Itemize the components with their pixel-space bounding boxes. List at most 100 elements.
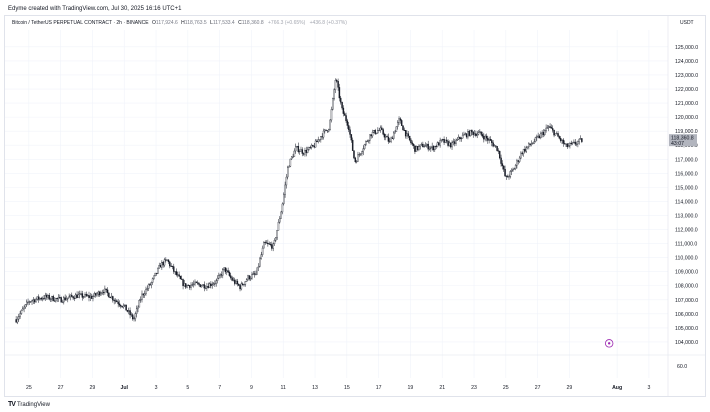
candle-body [374,130,376,134]
candle-body [181,278,183,280]
candle-body [289,158,292,167]
candle-body [549,126,551,128]
currency-label[interactable]: USDT [680,20,694,26]
candle-body [285,176,288,186]
time-tick-label: 27 [535,385,541,391]
candle-body [149,284,151,286]
candle-body [161,262,163,268]
candle-body [426,143,428,146]
candle-body [177,274,179,276]
candle-body [82,296,85,298]
candle-body [382,129,384,135]
candle-body [96,293,98,296]
candle-body [566,143,569,148]
price-tick-label: 125,000.0 [675,45,698,51]
candle-body [198,283,200,285]
candle-body [378,129,380,131]
candle-body [373,130,375,133]
candle-body [495,145,497,147]
candle-body [448,142,451,146]
candle-body [526,146,529,148]
candle-body [275,237,277,241]
candle-body [88,295,90,298]
candle-body [191,284,194,286]
chart-legend: Bitcoin / TetherUS PERPETUAL CONTRACT · … [12,20,347,26]
candle-body [386,136,388,138]
candle-body [19,313,21,317]
candle-body [251,274,253,279]
candle-body [230,275,232,278]
candle-body [16,318,19,323]
price-tick-label: 113,000.0 [675,213,698,219]
candle-body [105,288,107,291]
candle-body [292,156,294,158]
candle-body [45,294,48,298]
candle-body [451,142,453,148]
candle-body [322,130,325,138]
candle-body [366,140,368,142]
candle-body [399,118,402,121]
candle-body [187,284,190,286]
candle-body [277,221,280,231]
candle-body [314,140,317,148]
candle-body [361,151,363,154]
candle-body [44,294,47,299]
candle-body [288,166,290,168]
price-tick-label: 124,000.0 [675,59,698,65]
candle-body [60,297,62,303]
time-tick-label: 17 [376,385,382,391]
candle-body [460,138,463,140]
candle-body [565,143,567,145]
candle-body [174,271,176,273]
candle-body [400,120,403,126]
candle-body [328,129,330,132]
candle-body [362,148,364,153]
candle-body [341,102,343,109]
chart-frame[interactable] [4,15,706,397]
event-marker-icon[interactable] [604,339,614,348]
candle-body [27,301,29,303]
candle-body [276,230,278,239]
candle-body [419,144,421,147]
candle-body [423,146,425,148]
candle-body [500,157,502,164]
candle-body [237,283,240,286]
time-tick-label: 19 [408,385,414,391]
candle-body [23,306,25,310]
candle-body [434,146,436,151]
candle-body [261,247,264,255]
candle-body [222,269,224,276]
candle-body [442,139,444,141]
candle-body [166,259,168,261]
candle-body [472,131,474,135]
candle-body [325,129,327,131]
candle-body [304,150,306,155]
candle-body [186,284,188,288]
candle-body [485,135,488,139]
price-tick-label: 107,000.0 [675,298,698,304]
candle-body [514,165,517,169]
candle-body [578,138,580,142]
candle-body [508,176,510,178]
candle-body [548,126,550,129]
candle-body [200,285,203,288]
candle-body [228,271,231,276]
symbol-description[interactable]: Bitcoin / TetherUS PERPETUAL CONTRACT · … [12,20,149,26]
candle-body [394,131,396,134]
candle-body [90,295,93,299]
candle-body [214,283,216,285]
candle-body [268,243,270,245]
candle-body [506,176,509,178]
candle-body [338,87,341,99]
candle-body [559,138,562,141]
candle-body [80,293,82,295]
candle-body [141,293,143,300]
candle-body [239,285,241,290]
candle-body [457,136,460,140]
candle-body [216,277,219,281]
candle-body [492,142,494,147]
current-price-label: 118,360.8 [671,135,694,141]
candle-body [208,283,211,288]
time-tick-label: 7 [218,385,221,391]
